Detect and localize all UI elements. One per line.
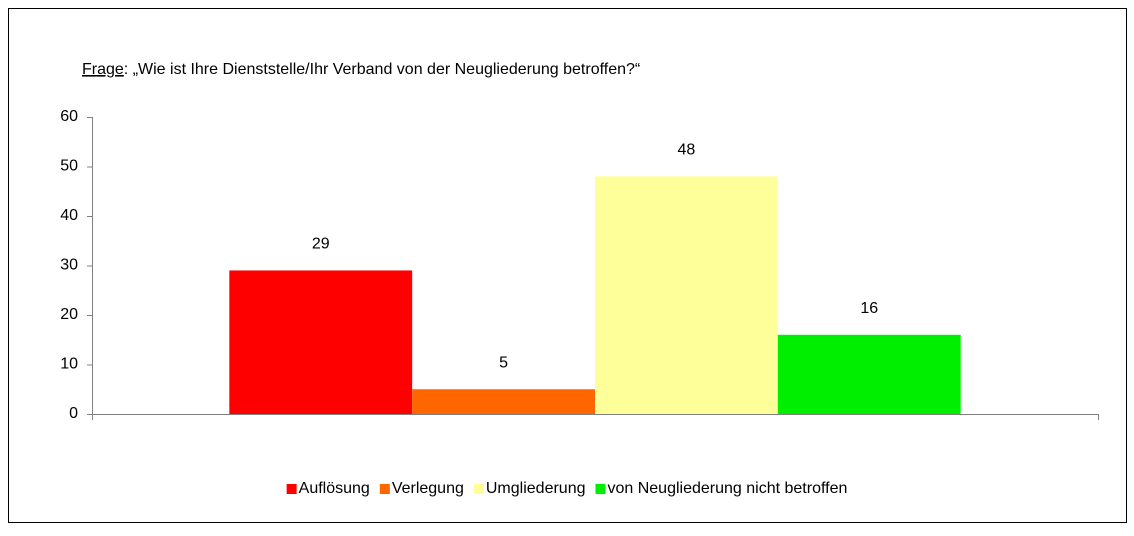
legend-swatch (286, 484, 297, 494)
legend-label: von Neugliederung nicht betroffen (607, 480, 847, 497)
value-label: 29 (312, 236, 330, 253)
y-tick-label: 40 (60, 207, 78, 224)
value-label: 5 (499, 354, 508, 371)
y-tick-label: 10 (60, 356, 78, 373)
y-tick-label: 60 (60, 108, 78, 125)
legend-swatch (379, 484, 390, 494)
chart-border (8, 8, 1127, 523)
value-label: 48 (678, 142, 696, 159)
y-tick-label: 20 (60, 306, 78, 323)
legend-label: Verlegung (392, 480, 464, 497)
bar (595, 176, 778, 414)
legend-swatch (595, 484, 606, 494)
value-label: 16 (860, 300, 878, 317)
chart-title: Frage: „Wie ist Ihre Dienststelle/Ihr Ve… (82, 61, 640, 78)
legend-label: Umgliederung (486, 480, 586, 497)
legend-swatch (473, 484, 484, 494)
bar (229, 270, 413, 414)
y-tick-label: 30 (60, 257, 78, 274)
y-tick-label: 50 (60, 158, 78, 175)
y-tick-label: 0 (69, 405, 78, 422)
legend-label: Auflösung (299, 480, 370, 497)
bar (777, 334, 961, 414)
bar (412, 389, 595, 414)
